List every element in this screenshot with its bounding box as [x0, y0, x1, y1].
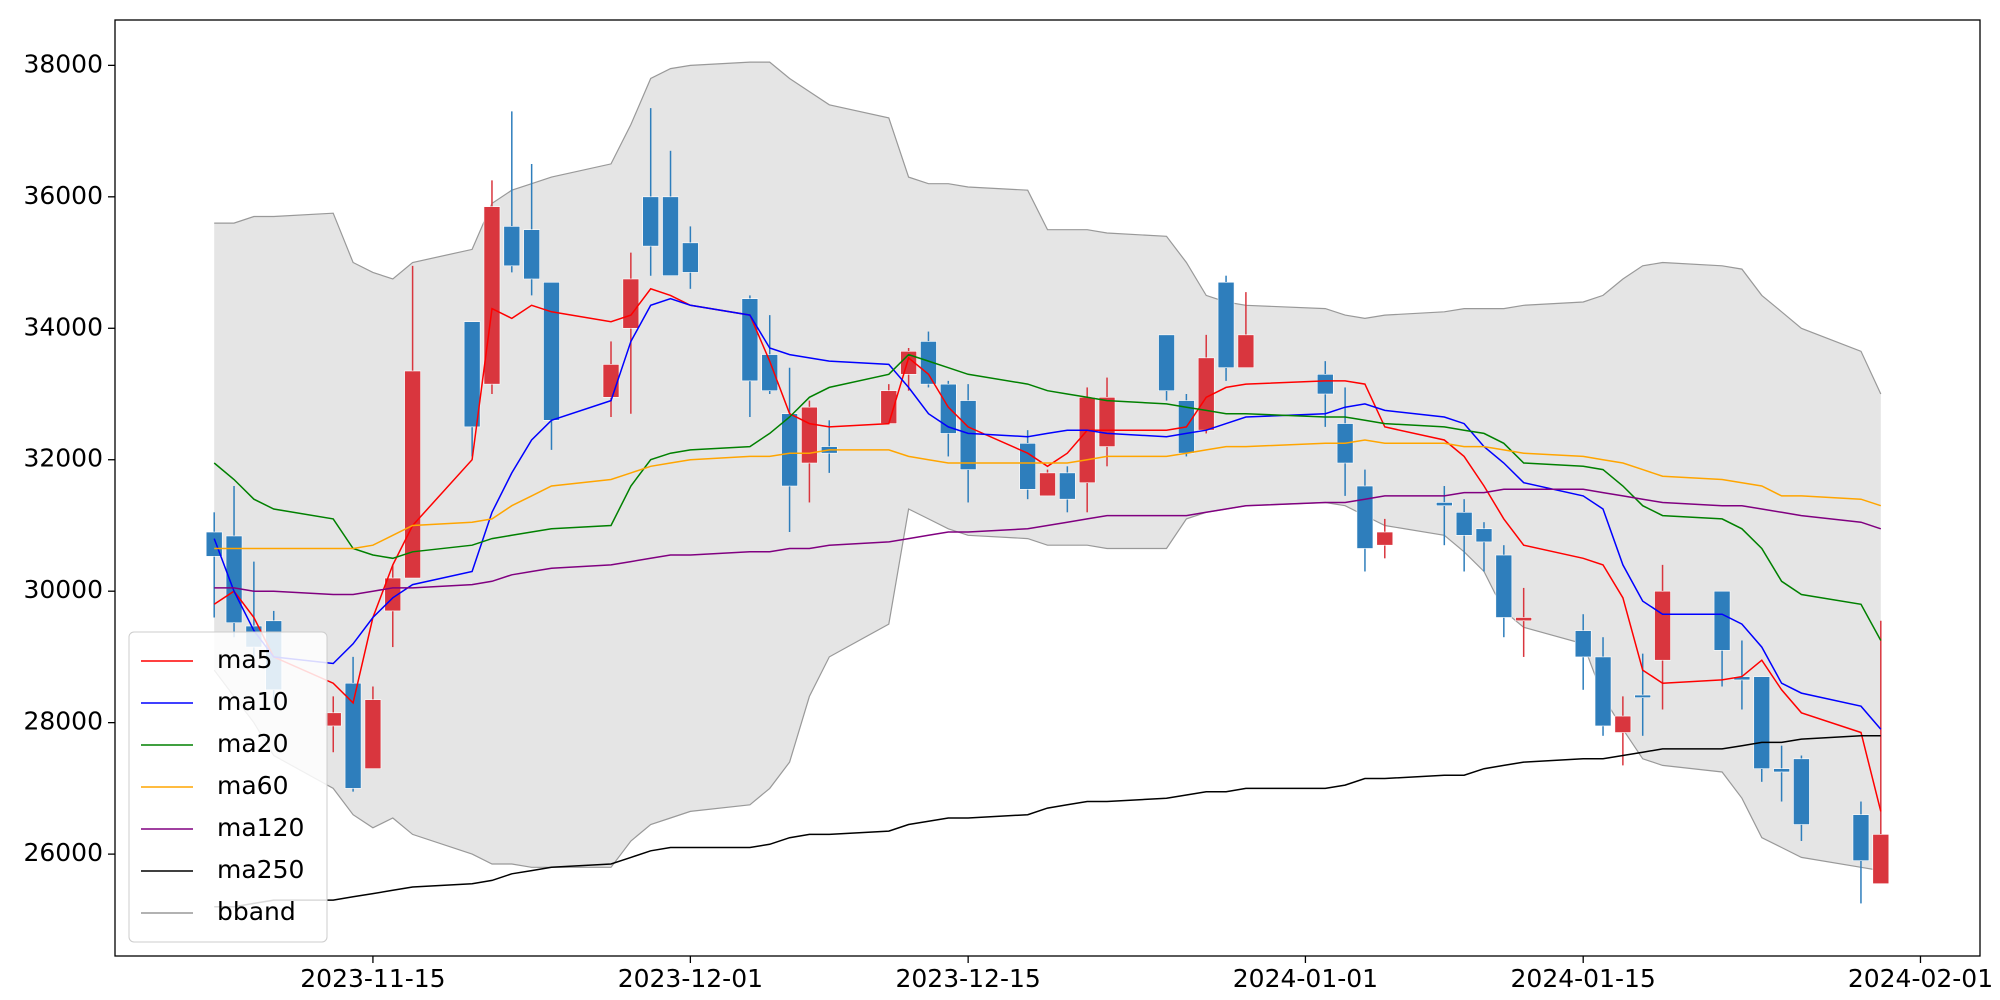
- candle-body: [483, 206, 501, 385]
- candle-body: [1574, 630, 1592, 658]
- x-tick-label: 2023-12-15: [895, 964, 1040, 993]
- candle-body: [1594, 656, 1612, 727]
- candle-body: [1634, 694, 1652, 698]
- candle-body: [1455, 512, 1473, 536]
- candle-body: [1158, 334, 1175, 392]
- x-tick-label: 2023-11-15: [300, 964, 445, 993]
- ma-line: [214, 439, 1882, 550]
- plot-frame: [114, 19, 1981, 957]
- legend-label: ma60: [217, 771, 288, 800]
- candle-body: [939, 383, 957, 434]
- candle-body: [404, 370, 421, 579]
- candle-body: [761, 354, 779, 392]
- ma-line: [213, 297, 1882, 730]
- candle-body: [1356, 485, 1374, 549]
- candle-body: [463, 321, 481, 428]
- candle-body: [642, 196, 659, 247]
- y-tick-label: 28000: [23, 707, 103, 736]
- candle-body: [1654, 590, 1671, 661]
- candle-body: [1753, 676, 1771, 769]
- candle-body: [1039, 472, 1056, 497]
- candle-body: [781, 413, 798, 487]
- candle-body: [1475, 528, 1493, 543]
- candle-body: [682, 242, 699, 273]
- plot-content: [205, 61, 1890, 908]
- candle-body: [1872, 834, 1890, 884]
- x-tick-label: 2024-01-15: [1511, 964, 1656, 993]
- candle-body: [1078, 396, 1096, 484]
- candle-body: [543, 281, 560, 421]
- candle-body: [1059, 472, 1076, 500]
- candle-body: [1436, 502, 1453, 507]
- y-tick-label: 32000: [23, 444, 103, 473]
- y-tick-label: 36000: [23, 181, 103, 210]
- candle-body: [1713, 590, 1731, 651]
- candle-body: [1316, 373, 1334, 395]
- candle-body: [523, 229, 540, 280]
- x-tick-label: 2024-02-01: [1848, 964, 1993, 993]
- legend-label: ma20: [217, 729, 288, 758]
- candle-body: [1019, 443, 1036, 490]
- candle-body: [225, 535, 243, 624]
- y-tick-label: 34000: [23, 312, 103, 341]
- x-tick-label: 2024-01-01: [1233, 964, 1378, 993]
- candle-body: [503, 226, 521, 267]
- candle-body: [364, 699, 382, 769]
- ma-line: [214, 488, 1882, 596]
- candle-body: [1217, 281, 1235, 369]
- legend: ma5 ma10 ma20 ma60 ma120 ma250 bband: [128, 631, 328, 943]
- candle-body: [741, 298, 759, 382]
- legend-label: ma10: [217, 687, 288, 716]
- legend-label: ma250: [217, 855, 304, 884]
- candle-body: [1098, 396, 1116, 447]
- candle-body: [344, 682, 362, 789]
- candle-body: [1515, 617, 1532, 622]
- y-tick-label: 30000: [23, 575, 103, 604]
- candle-body: [1773, 768, 1790, 773]
- y-tick-label: 26000: [23, 838, 103, 867]
- ma-line: [214, 735, 1881, 908]
- candle-body: [1793, 758, 1810, 825]
- legend-box: [128, 631, 328, 943]
- candle-body: [622, 278, 640, 329]
- candle-body: [1376, 531, 1394, 546]
- ma-line: [213, 353, 1882, 641]
- legend-label: bband: [217, 897, 296, 926]
- candle-body: [324, 712, 342, 727]
- legend-label: ma120: [217, 813, 304, 842]
- y-tick-label: 38000: [23, 49, 103, 78]
- ma-line: [213, 287, 1882, 812]
- candle-body: [1495, 554, 1513, 618]
- candle-body: [1852, 814, 1870, 861]
- candle-body: [602, 364, 620, 398]
- candle-body: [662, 196, 679, 276]
- candle-body: [920, 341, 937, 385]
- x-tick-label: 2023-12-01: [618, 964, 763, 993]
- candle-body: [801, 406, 818, 464]
- legend-label: ma5: [217, 645, 273, 674]
- candle-body: [959, 400, 977, 470]
- candle-body: [1237, 334, 1255, 369]
- candle-body: [1614, 715, 1632, 733]
